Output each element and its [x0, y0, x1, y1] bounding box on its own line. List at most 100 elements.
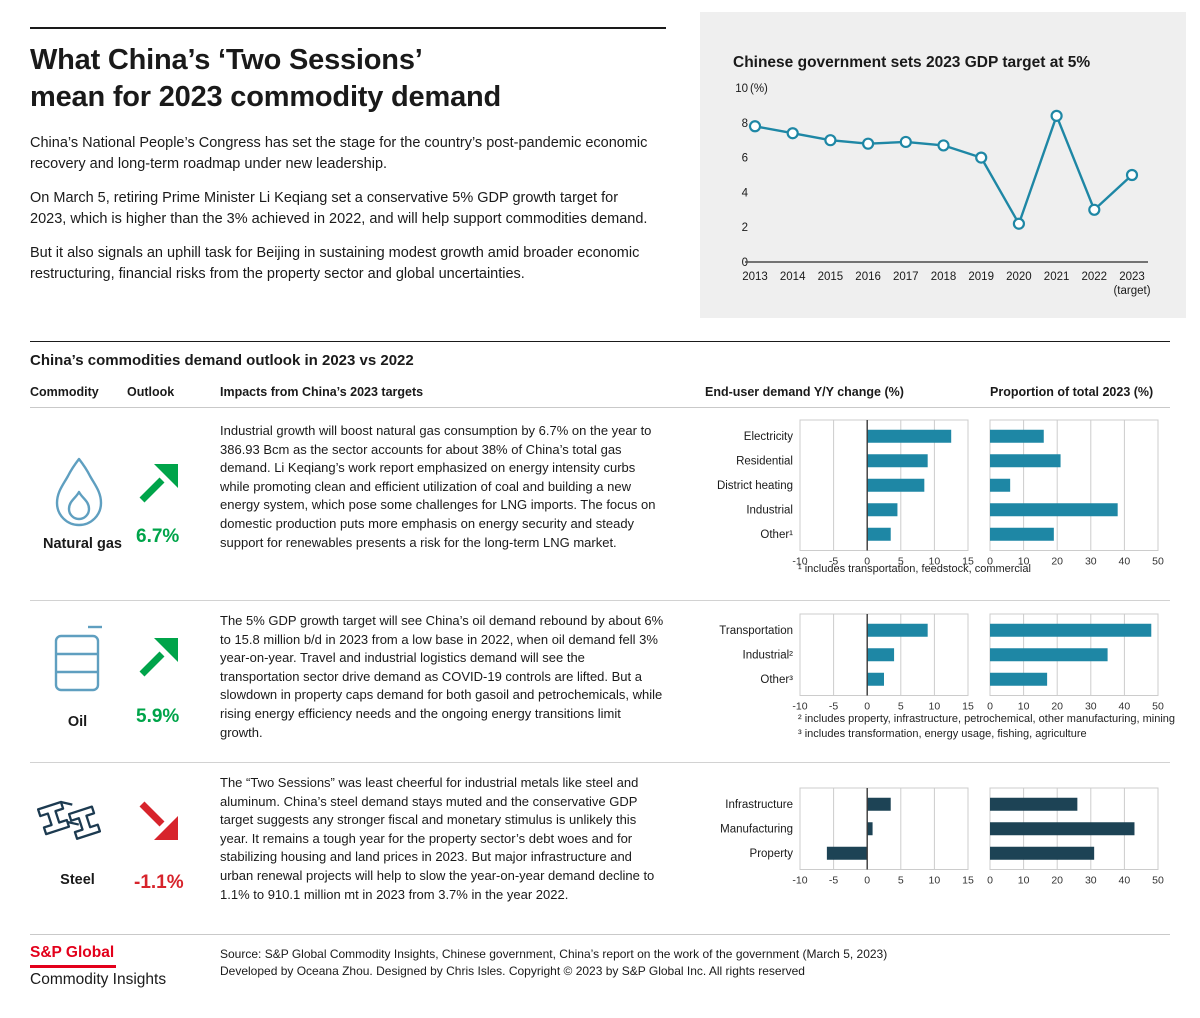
- footnote-2: ² includes property, infrastructure, pet…: [798, 713, 1176, 725]
- svg-text:2019: 2019: [968, 271, 994, 283]
- svg-text:50: 50: [1152, 875, 1164, 887]
- svg-text:Manufacturing: Manufacturing: [720, 823, 793, 835]
- col-header-impacts: Impacts from China’s 2023 targets: [220, 385, 424, 399]
- svg-text:2021: 2021: [1044, 271, 1070, 283]
- svg-text:8: 8: [742, 118, 748, 130]
- outlook-section-title: China’s commodities demand outlook in 20…: [30, 352, 414, 369]
- row-divider: [30, 600, 1170, 601]
- svg-text:2020: 2020: [1006, 271, 1032, 283]
- footnotes: ² includes property, infrastructure, pet…: [798, 712, 1200, 741]
- gas-yy-change-chart: -10 -5 0 5 10 15 Electricity Residential Distric…: [717, 419, 974, 568]
- intro-paragraph-2: On March 5, retiring Prime Minister Li K…: [30, 190, 648, 227]
- page-title-line1: What China’s ‘Two Sessions’: [30, 44, 423, 76]
- svg-text:0: 0: [742, 257, 748, 269]
- svg-text:30: 30: [1085, 701, 1097, 713]
- svg-text:2013: 2013: [742, 271, 768, 283]
- svg-text:-10: -10: [792, 556, 807, 568]
- section-divider: [30, 341, 1170, 342]
- svg-text:40: 40: [1119, 701, 1131, 713]
- svg-text:Infrastructure: Infrastructure: [725, 799, 793, 811]
- row-divider: [30, 762, 1170, 763]
- col-header-outlook: Outlook: [127, 385, 175, 399]
- svg-text:2: 2: [742, 222, 748, 234]
- svg-text:Other¹: Other¹: [760, 529, 793, 541]
- svg-text:Residential: Residential: [736, 455, 793, 467]
- svg-text:0: 0: [987, 875, 993, 887]
- gdp-panel: Chinese government sets 2023 GDP target …: [700, 12, 1186, 318]
- svg-text:10: 10: [1018, 556, 1030, 568]
- footnote-3: ³ includes transformation, energy usage,…: [798, 727, 1087, 740]
- outlook-value: 5.9%: [136, 706, 180, 727]
- top-rule: [30, 27, 666, 29]
- svg-text:2016: 2016: [855, 271, 881, 283]
- commodity-row-natural-gas: Natural gas 6.7% Industrial growth will …: [30, 412, 1170, 600]
- oil-proportion-chart: 0 10 20 30 40 50: [987, 613, 1164, 713]
- svg-text:6: 6: [742, 153, 748, 165]
- svg-text:-10: -10: [792, 875, 807, 887]
- svg-text:10: 10: [929, 875, 941, 887]
- svg-text:40: 40: [1119, 875, 1131, 887]
- intro-block: What China’s ‘Two Sessions’ mean for 2023…: [30, 42, 670, 298]
- svg-text:15: 15: [962, 701, 974, 713]
- oil-yy-change-chart: -10 -5 0 5 10 15 Transportation Industrial² Othe…: [719, 613, 974, 713]
- svg-text:-5: -5: [829, 701, 838, 713]
- gdp-line-chart: 0 2 4 6 8 10 (%) 2013 2014 2015 2016 2017 2018 2019 20…: [735, 83, 1150, 297]
- footnotes: ¹ includes transportation, feedstock, co…: [798, 562, 1200, 577]
- svg-text:0: 0: [987, 701, 993, 713]
- svg-text:10: 10: [1018, 875, 1030, 887]
- svg-text:10: 10: [1018, 701, 1030, 713]
- svg-text:0: 0: [987, 556, 993, 568]
- steel-beams-icon: [32, 782, 120, 855]
- svg-text:-5: -5: [829, 875, 838, 887]
- svg-text:Property: Property: [750, 848, 794, 860]
- steel-yy-change-chart: -10 -5 0 5 10 15 Infrastructure Manufacturing Pr…: [720, 787, 974, 887]
- svg-text:20: 20: [1051, 556, 1063, 568]
- steel-proportion-chart: 0 10 20 30 40 50: [987, 787, 1164, 887]
- svg-text:Other³: Other³: [760, 674, 793, 686]
- svg-text:Industrial²: Industrial²: [743, 649, 794, 661]
- svg-text:30: 30: [1085, 556, 1097, 568]
- svg-text:0: 0: [864, 556, 870, 568]
- svg-text:2023: 2023: [1119, 271, 1145, 283]
- col-header-yy-change: End-user demand Y/Y change (%): [705, 385, 904, 399]
- svg-text:Electricity: Electricity: [744, 431, 793, 443]
- svg-text:-5: -5: [829, 556, 838, 568]
- commodity-name: Steel: [60, 872, 95, 888]
- commodity-row-steel: Steel -1.1% The “Two Sessions” was least…: [30, 766, 1170, 934]
- impacts-text: The 5% GDP growth target will see China’…: [220, 613, 664, 740]
- svg-text:2017: 2017: [893, 271, 919, 283]
- svg-text:(target): (target): [1113, 285, 1150, 297]
- svg-text:5: 5: [898, 701, 904, 713]
- svg-text:2015: 2015: [818, 271, 844, 283]
- col-header-commodity: Commodity: [30, 385, 99, 399]
- svg-text:10: 10: [929, 556, 941, 568]
- svg-text:50: 50: [1152, 556, 1164, 568]
- oil-barrel-icon: [44, 620, 110, 701]
- svg-text:(%): (%): [750, 83, 768, 95]
- svg-text:20: 20: [1051, 875, 1063, 887]
- table-header-rule: [30, 407, 1170, 408]
- svg-text:15: 15: [962, 556, 974, 568]
- impacts-text: Industrial growth will boost natural gas…: [220, 423, 656, 550]
- trend-up-arrow-icon: [136, 632, 184, 685]
- logo-red-bar: [30, 965, 116, 968]
- svg-text:0: 0: [864, 701, 870, 713]
- footnote-1: ¹ includes transportation, feedstock, co…: [798, 563, 1031, 575]
- svg-text:-10: -10: [792, 701, 807, 713]
- svg-text:30: 30: [1085, 875, 1097, 887]
- svg-text:2014: 2014: [780, 271, 806, 283]
- natural-gas-flame-icon: [40, 452, 118, 537]
- svg-text:4: 4: [742, 187, 749, 199]
- trend-down-arrow-icon: [136, 798, 184, 851]
- gdp-chart-title: Chinese government sets 2023 GDP target …: [733, 54, 1091, 71]
- svg-text:50: 50: [1152, 701, 1164, 713]
- svg-text:5: 5: [898, 875, 904, 887]
- svg-text:Industrial: Industrial: [746, 504, 793, 516]
- outlook-value: 6.7%: [136, 526, 180, 547]
- svg-text:2022: 2022: [1082, 271, 1108, 283]
- intro-paragraph-3: But it also signals an uphill task for B…: [30, 245, 640, 282]
- source-credits: Source: S&P Global Commodity Insights, C…: [220, 946, 887, 979]
- svg-text:0: 0: [864, 875, 870, 887]
- credits-line: Developed by Oceana Zhou. Designed by Ch…: [220, 963, 805, 978]
